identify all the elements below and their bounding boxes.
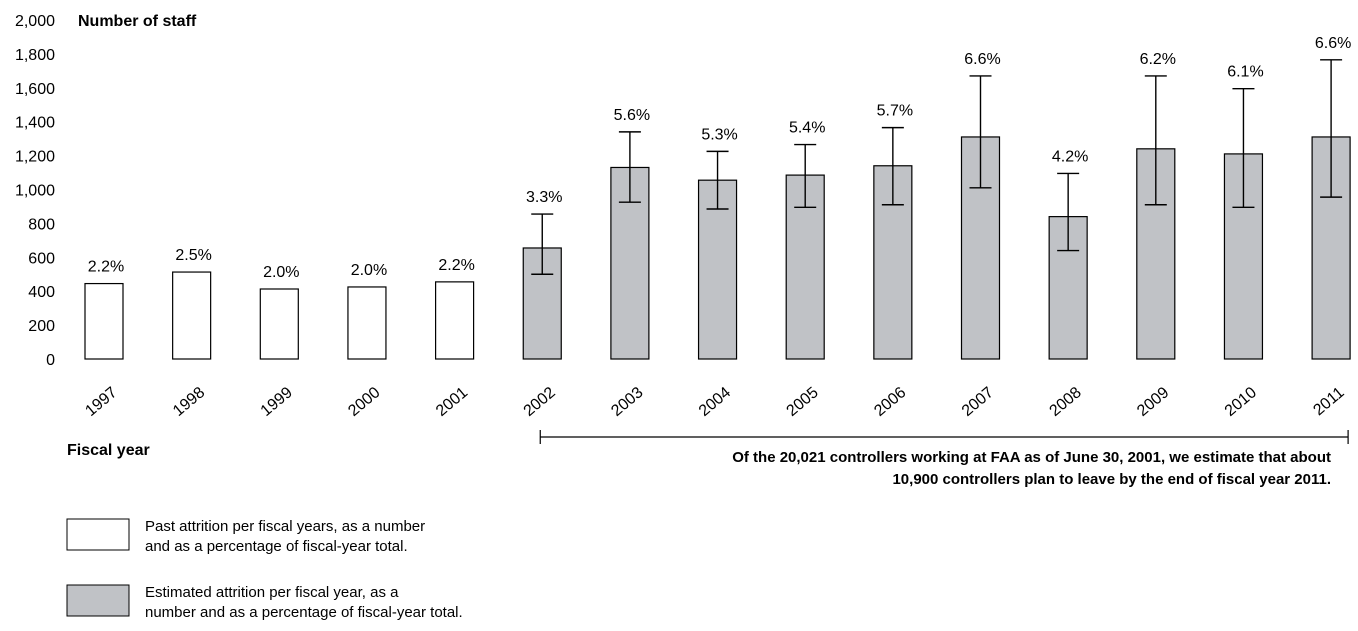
y-tick-label: 1,800 xyxy=(15,47,55,64)
annotation-line-2: 10,900 controllers plan to leave by the … xyxy=(892,471,1331,488)
legend: Past attrition per fiscal years, as a nu… xyxy=(66,518,463,621)
y-tick-label: 2,000 xyxy=(15,13,55,30)
percent-label-2005: 5.4% xyxy=(789,120,825,137)
percent-label-1998: 2.5% xyxy=(175,247,211,264)
y-axis-title: Number of staff xyxy=(78,13,197,30)
x-tick-label-1999: 1999 xyxy=(258,384,296,420)
bar-1998 xyxy=(172,271,212,360)
legend-label-estimated-line-2: number and as a percentage of fiscal-yea… xyxy=(145,604,463,621)
x-tick-label-2003: 2003 xyxy=(608,384,646,420)
x-tick-label-1997: 1997 xyxy=(82,384,120,420)
x-axis-title: Fiscal year xyxy=(67,442,150,459)
percent-label-2006: 5.7% xyxy=(877,103,913,120)
error-bars xyxy=(531,59,1343,275)
x-tick-label-2004: 2004 xyxy=(696,384,734,420)
x-tick-label-2010: 2010 xyxy=(1222,384,1260,420)
x-tick-label-2009: 2009 xyxy=(1134,384,1172,420)
bar-2004 xyxy=(697,179,738,360)
percent-label-2009: 6.2% xyxy=(1140,51,1176,68)
x-tick-label-2006: 2006 xyxy=(871,384,909,420)
bar-2001 xyxy=(435,281,475,360)
x-tick-label-2008: 2008 xyxy=(1047,384,1085,420)
annotation-line-1: Of the 20,021 controllers working at FAA… xyxy=(732,449,1331,466)
estimate-bracket xyxy=(539,430,1349,444)
percent-label-2008: 4.2% xyxy=(1052,148,1088,165)
percent-label-1999: 2.0% xyxy=(263,264,299,281)
y-tick-label: 1,200 xyxy=(15,149,55,166)
y-tick-label: 800 xyxy=(28,216,55,233)
legend-label-estimated-line-1: Estimated attrition per fiscal year, as … xyxy=(145,584,399,601)
y-tick-label: 600 xyxy=(28,250,55,267)
x-tick-label-2005: 2005 xyxy=(784,384,822,420)
y-axis-ticks: 0 200 400 600 800 1,000 1,200 1,400 1,600 1,800 2,… xyxy=(15,13,55,369)
percent-label-2007: 6.6% xyxy=(964,51,1000,68)
bar-2005 xyxy=(785,174,825,360)
percent-label-2002: 3.3% xyxy=(526,189,562,206)
percentage-labels: 2.2% 2.5% 2.0% 2.0% 2.2% 3.3% 5.6% 5.3% 5.4% 5.7%… xyxy=(88,35,1352,281)
legend-swatch-estimated xyxy=(66,584,130,617)
bar-1999 xyxy=(259,288,299,360)
bar-2000 xyxy=(347,286,387,360)
x-axis-ticks: 1997 1998 1999 2000 2001 2002 2003 2004 2005 2006… xyxy=(82,384,1347,420)
x-tick-label-2007: 2007 xyxy=(959,384,997,420)
legend-swatch-past xyxy=(66,518,130,551)
percent-label-2000: 2.0% xyxy=(351,262,387,279)
x-tick-label-2011: 2011 xyxy=(1310,384,1347,419)
legend-label-past-line-2: and as a percentage of fiscal-year total… xyxy=(145,538,408,555)
y-tick-label: 200 xyxy=(28,318,55,335)
y-tick-label: 1,600 xyxy=(15,81,55,98)
y-tick-label: 400 xyxy=(28,284,55,301)
x-tick-label-2002: 2002 xyxy=(521,384,559,420)
x-tick-label-2001: 2001 xyxy=(433,384,471,420)
percent-label-2003: 5.6% xyxy=(614,107,650,124)
bar-2009 xyxy=(1136,148,1176,360)
percent-label-1997: 2.2% xyxy=(88,259,124,276)
y-tick-label: 1,400 xyxy=(15,115,55,132)
x-tick-label-2000: 2000 xyxy=(345,384,383,420)
x-tick-label-1998: 1998 xyxy=(170,384,208,420)
percent-label-2001: 2.2% xyxy=(438,257,474,274)
percent-label-2010: 6.1% xyxy=(1227,64,1263,81)
y-tick-label: 1,000 xyxy=(15,183,55,200)
bar-1997 xyxy=(84,282,124,360)
legend-label-past-line-1: Past attrition per fiscal years, as a nu… xyxy=(145,518,425,535)
percent-label-2004: 5.3% xyxy=(701,126,737,143)
y-tick-label: 0 xyxy=(46,352,55,369)
percent-label-2011: 6.6% xyxy=(1315,35,1351,52)
